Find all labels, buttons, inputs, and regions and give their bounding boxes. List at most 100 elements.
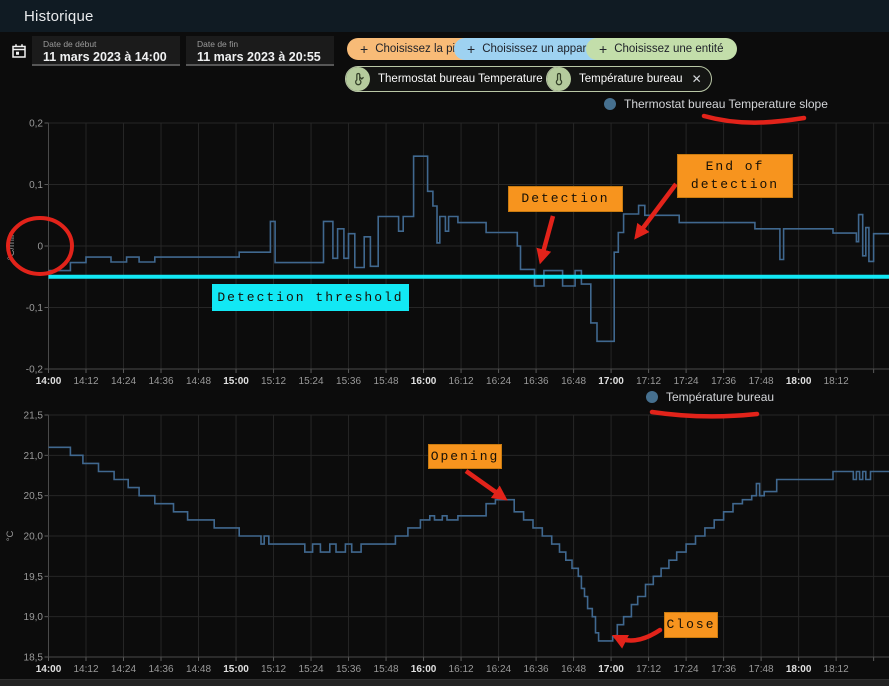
detection-arrow <box>536 215 556 265</box>
x-tick-label: 17:24 <box>674 664 699 675</box>
x-tick-label: 16:24 <box>486 376 511 387</box>
end-date-field[interactable]: Date de fin 11 mars 2023 à 20:55 <box>186 36 334 66</box>
x-tick-label: 17:00 <box>598 376 624 387</box>
opening-label: Opening <box>428 444 502 469</box>
legend-label: Température bureau <box>666 390 775 404</box>
choose-device-chip[interactable]: + Choisissez un appareil <box>454 38 611 60</box>
legend-dot <box>646 391 658 403</box>
x-tick-label: 16:48 <box>561 664 586 675</box>
x-tick-label: 15:36 <box>336 664 361 675</box>
x-tick-label: 17:12 <box>636 664 661 675</box>
entity-chip-temperature[interactable]: Température bureau ✕ <box>546 66 712 92</box>
x-tick-label: 17:12 <box>636 376 661 387</box>
x-tick-label: 14:48 <box>186 376 211 387</box>
end-of-detection-label: End of detection <box>677 154 793 198</box>
y-tick-label: 0,2 <box>29 119 43 130</box>
choose-entity-label: Choisissez une entité <box>614 43 724 55</box>
x-tick-label: 15:24 <box>299 664 324 675</box>
end-date-value: 11 mars 2023 à 20:55 <box>197 50 321 64</box>
x-tick-label: 16:12 <box>449 664 474 675</box>
y-axis-unit-label: °C/min <box>6 232 17 261</box>
calendar-icon[interactable] <box>10 42 28 60</box>
y-tick-label: 21,0 <box>24 451 44 462</box>
x-tick-label: 16:36 <box>524 376 549 387</box>
start-date-value: 11 mars 2023 à 14:00 <box>43 50 167 64</box>
series-line <box>48 446 889 642</box>
x-tick-label: 15:12 <box>261 376 286 387</box>
y-tick-label: 21,5 <box>24 411 44 422</box>
x-tick-label: 15:00 <box>223 664 249 675</box>
entity-chip-slope-label: Thermostat bureau Temperature slope <box>378 73 574 85</box>
x-tick-label: 14:36 <box>149 664 174 675</box>
x-tick-label: 18:12 <box>824 664 849 675</box>
x-tick-label: 16:00 <box>411 664 437 675</box>
x-tick-label: 16:48 <box>561 376 586 387</box>
legend-underline <box>701 113 807 125</box>
x-tick-label: 17:36 <box>711 664 736 675</box>
legend-dot <box>604 98 616 110</box>
plus-icon: + <box>599 40 608 57</box>
close-icon[interactable]: ✕ <box>691 72 702 86</box>
y-tick-label: 19,0 <box>24 612 44 623</box>
x-tick-label: 16:12 <box>449 376 474 387</box>
start-date-field[interactable]: Date de début 11 mars 2023 à 14:00 <box>32 36 180 66</box>
x-tick-label: 17:00 <box>598 664 624 675</box>
app-header: Historique <box>0 0 889 32</box>
x-tick-label: 15:36 <box>336 376 361 387</box>
choose-area-chip[interactable]: + Choisissez la pièce <box>347 38 487 60</box>
y-tick-label: 0,1 <box>29 180 43 191</box>
x-tick-label: 16:36 <box>524 664 549 675</box>
horizontal-scrollbar[interactable] <box>0 679 889 686</box>
y-tick-label: -0,2 <box>26 365 44 376</box>
y-tick-label: 0 <box>37 242 43 253</box>
y-tick-label: 20,0 <box>24 532 44 543</box>
choose-device-label: Choisissez un appareil <box>482 43 598 55</box>
legend-label: Thermostat bureau Temperature slope <box>624 97 828 111</box>
y-tick-label: 20,5 <box>24 491 44 502</box>
x-tick-label: 14:24 <box>111 664 136 675</box>
temperature-chart-svg[interactable]: 21,5 21,0 20,5 20,0 19,5 19,0 18,514:00 14:12 14… <box>0 390 889 678</box>
x-tick-label: 15:12 <box>261 664 286 675</box>
close-label: Close <box>664 612 718 638</box>
x-tick-label: 14:24 <box>111 376 136 387</box>
x-tick-label: 14:12 <box>73 376 98 387</box>
entity-chip-temperature-label: Température bureau <box>579 73 683 85</box>
x-tick-label: 15:24 <box>299 376 324 387</box>
x-tick-label: 14:00 <box>36 376 62 387</box>
y-tick-label: 19,5 <box>24 572 44 583</box>
x-tick-label: 17:48 <box>749 376 774 387</box>
temperature-chart-legend[interactable]: Température bureau <box>646 390 774 404</box>
x-tick-label: 15:48 <box>374 664 399 675</box>
series-line <box>48 155 889 343</box>
start-date-label: Date de début <box>43 39 97 49</box>
choose-entity-chip[interactable]: + Choisissez une entité <box>586 38 737 60</box>
x-tick-label: 14:00 <box>36 664 62 675</box>
end-of-detection-arrow <box>634 182 678 240</box>
opening-arrow <box>464 469 508 501</box>
temperature-chart[interactable]: 21,5 21,0 20,5 20,0 19,5 19,0 18,5 14:00 14:12 14… <box>0 390 889 678</box>
x-tick-label: 18:12 <box>824 376 849 387</box>
x-tick-label: 18:00 <box>786 664 812 675</box>
slope-chart-legend[interactable]: Thermostat bureau Temperature slope <box>604 97 828 111</box>
page-title: Historique <box>24 7 94 25</box>
plus-icon: + <box>467 40 476 57</box>
choose-area-label: Choisissez la pièce <box>375 43 474 55</box>
axis-zero-circle <box>6 216 74 276</box>
close-arrow <box>611 627 663 649</box>
slope-chart-svg[interactable]: 0,2 0,1 0 -0,1 -0,214:00 14:12 14:24 14:36 14:48… <box>0 96 889 390</box>
end-date-label: Date de fin <box>197 39 239 49</box>
plus-icon: + <box>360 40 369 57</box>
y-tick-label: -0,1 <box>26 303 44 314</box>
x-tick-label: 17:24 <box>674 376 699 387</box>
x-tick-label: 17:48 <box>749 664 774 675</box>
x-tick-label: 16:24 <box>486 664 511 675</box>
x-tick-label: 14:48 <box>186 664 211 675</box>
y-axis-unit-label: °C <box>5 531 16 542</box>
x-tick-label: 15:48 <box>374 376 399 387</box>
x-tick-label: 15:00 <box>223 376 249 387</box>
thermometer-chevron-icon <box>346 67 370 91</box>
slope-chart[interactable]: 0,2 0,1 0 -0,1 -0,2 14:00 14:12 14:24 14:36 14:48… <box>0 96 889 390</box>
x-tick-label: 18:00 <box>786 376 812 387</box>
y-tick-label: 18,5 <box>24 653 44 664</box>
detection-label: Detection <box>508 186 623 212</box>
